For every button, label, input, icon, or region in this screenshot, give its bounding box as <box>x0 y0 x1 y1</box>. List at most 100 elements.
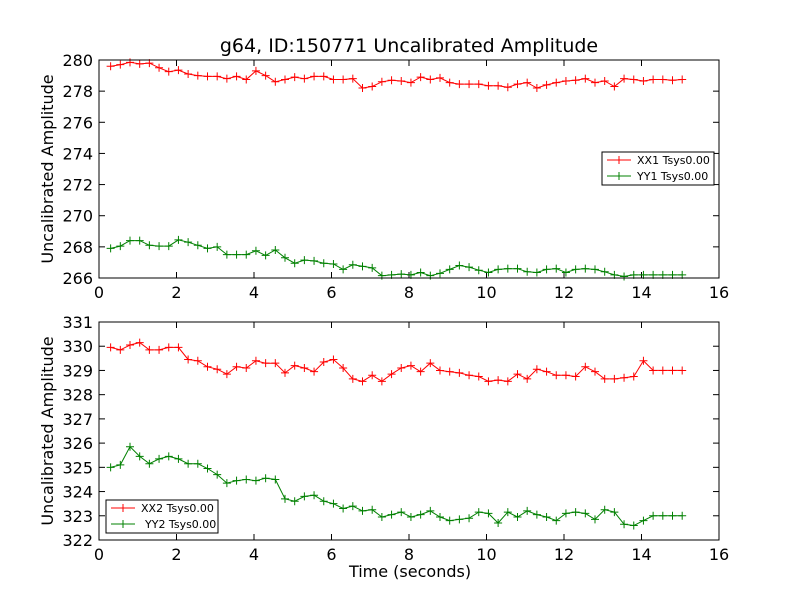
bottom-series-1-point <box>591 367 599 376</box>
bottom-series-2-point <box>523 506 532 515</box>
top-xtick-label: 6 <box>326 283 336 302</box>
top-series-2-point <box>571 265 580 274</box>
top-series-1-point <box>465 80 474 89</box>
bottom-series-line-2 <box>110 445 683 527</box>
top-series-1-point <box>484 81 493 90</box>
bottom-series-2-point <box>552 516 561 525</box>
bottom-series-1-point <box>251 356 260 365</box>
top-xtick-label: 14 <box>631 283 651 302</box>
top-series-2-point <box>329 259 338 268</box>
top-series-1-point <box>348 74 357 83</box>
top-series-2-point <box>155 242 164 251</box>
top-series-2-point <box>397 270 406 279</box>
bottom-series-2-point <box>281 494 289 503</box>
top-series-2-point <box>213 242 222 251</box>
top-series-2-point <box>542 265 551 274</box>
bottom-series-1-point <box>649 366 658 375</box>
bottom-series-2-point <box>319 497 328 506</box>
top-ytick-label: 274 <box>62 144 93 163</box>
top-series-1-point <box>339 75 348 84</box>
top-series-2-point <box>242 250 251 259</box>
top-series-2-point <box>436 269 444 278</box>
bottom-xtick-label: 16 <box>709 545 729 564</box>
bottom-series-1-point <box>552 371 561 380</box>
bottom-series-1-point <box>561 371 570 380</box>
top-series-1-point <box>281 75 289 84</box>
bottom-series-1-point <box>523 374 532 383</box>
bottom-series-2-point <box>620 520 629 529</box>
bottom-series-2-point <box>436 512 444 521</box>
top-series-1-point <box>106 62 115 71</box>
top-series-1-point <box>416 73 425 82</box>
top-series-1-point <box>387 76 396 85</box>
top-series-2-point <box>348 260 357 269</box>
bottom-series-2-point <box>116 460 125 469</box>
bottom-series-2-point <box>339 504 348 513</box>
top-series-1-point <box>368 82 377 91</box>
bottom-series-2-point <box>203 464 212 473</box>
top-series-2-point <box>581 264 590 273</box>
top-series-2-point <box>484 268 493 277</box>
legend-marker-yy1 <box>615 172 623 180</box>
bottom-plot-lines <box>106 338 687 530</box>
top-series-1-point <box>232 72 241 81</box>
bottom-series-2-point <box>406 512 415 521</box>
bottom-series-2-point <box>658 511 667 520</box>
bottom-series-1-point <box>339 364 348 373</box>
legend-label-xx1: XX1 Tsys0.00 <box>637 154 710 167</box>
top-series-1-point <box>271 77 280 86</box>
top-series-1-point <box>164 67 173 76</box>
top-series-1-point <box>649 75 658 84</box>
bottom-series-1-point <box>116 345 125 354</box>
bottom-series-2-point <box>193 459 202 468</box>
bottom-series-2-point <box>416 510 425 519</box>
bottom-axes-ticks: 0 2 4 6 8 10 12 14 16 322 323 324 325 326 327 328 329 330… <box>62 313 729 564</box>
bottom-series-2-point <box>290 497 299 506</box>
bottom-series-2-point <box>513 512 522 521</box>
bottom-series-2-point <box>542 512 551 521</box>
top-series-2-point <box>281 253 289 262</box>
top-series-2-point <box>261 251 270 260</box>
top-ytick-label: 266 <box>62 269 93 288</box>
top-series-1-point <box>455 80 464 89</box>
top-series-1-point <box>503 83 512 92</box>
top-series-1-point <box>377 77 386 86</box>
top-legend-box <box>601 151 715 186</box>
top-series-1-point <box>184 70 193 79</box>
bottom-series-1-point <box>319 357 328 366</box>
top-series-1-point <box>329 75 338 84</box>
top-axes-ticks: 0 2 4 6 8 10 12 14 16 266 268 270 272 274 276 278 280 <box>62 51 729 302</box>
bottom-series-1-point <box>281 368 289 377</box>
bottom-series-1-point <box>581 362 590 371</box>
bottom-series-1-point <box>668 366 677 375</box>
bottom-series-2-point <box>300 492 309 501</box>
legend-label-yy2: YY2 Tsys0.00 <box>144 518 216 531</box>
top-xtick-label: 8 <box>404 283 414 302</box>
bottom-series-2-point <box>484 509 493 518</box>
bottom-series-1-point <box>639 356 648 365</box>
bottom-series-2-point <box>271 475 280 484</box>
top-xtick-label: 10 <box>476 283 496 302</box>
bottom-series-1-point <box>155 345 164 354</box>
top-series-1-point <box>310 72 319 81</box>
top-ytick-label: 280 <box>62 51 93 70</box>
bottom-series-1-point <box>329 355 338 364</box>
bottom-series-1-point <box>174 343 183 352</box>
top-series-1-point <box>658 75 667 84</box>
top-series-2-point <box>232 250 241 259</box>
bottom-xtick-label: 6 <box>326 545 336 564</box>
top-series-2-point <box>203 244 212 253</box>
bottom-series-1-point <box>184 355 193 364</box>
top-ytick-label: 278 <box>62 82 93 101</box>
bottom-xtick-label: 4 <box>249 545 259 564</box>
bottom-series-1-point <box>503 377 512 386</box>
bottom-series-1-point <box>126 341 134 350</box>
bottom-series-1-point <box>242 364 251 373</box>
bottom-series-2-point <box>600 505 609 514</box>
bottom-ytick-label: 331 <box>62 313 93 332</box>
bottom-series-1-point <box>571 372 580 381</box>
bottom-series-1-point <box>368 371 377 380</box>
bottom-series-2-point <box>426 506 435 515</box>
top-series-1-point <box>668 76 677 85</box>
